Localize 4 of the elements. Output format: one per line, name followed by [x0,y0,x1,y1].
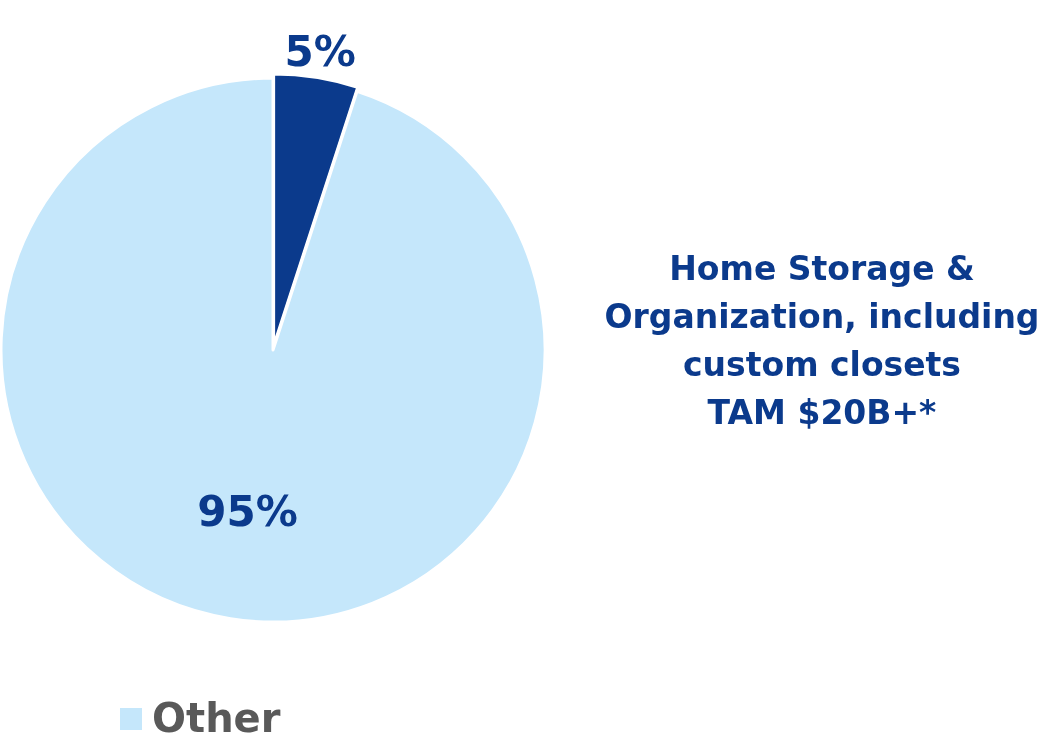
text: Home Storage & Organization, including custom closets TAM $20B+* [604,249,1040,432]
legend-label: Other [152,695,281,741]
data-label: 95% [197,486,298,536]
data-label: 5% [284,27,356,77]
